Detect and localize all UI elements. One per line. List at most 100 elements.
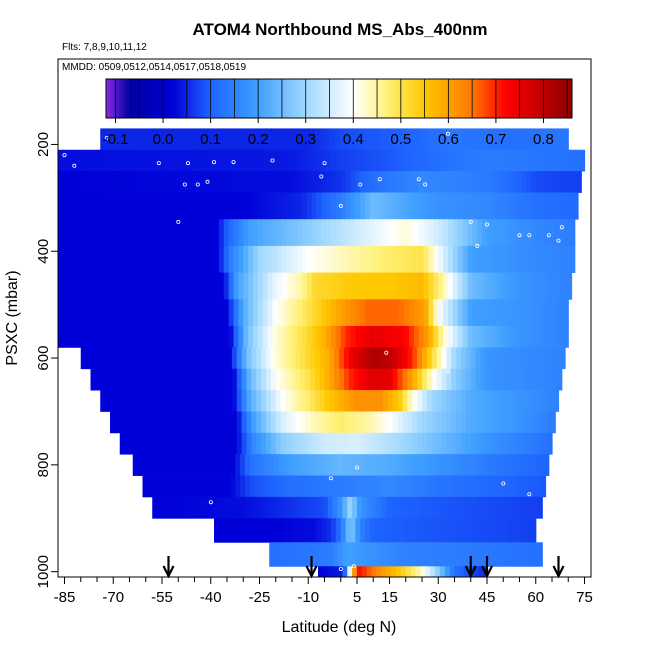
color-scale-swatch: [219, 79, 223, 118]
heatmap-cell: [158, 368, 165, 391]
heatmap-cell: [311, 326, 317, 348]
sample-point: [377, 177, 382, 182]
heatmap-cell: [204, 272, 210, 300]
heatmap-cell: [238, 219, 244, 247]
color-scale-swatch: [445, 79, 449, 118]
heatmap-cell: [72, 299, 79, 327]
heatmap-cell: [555, 245, 561, 274]
heatmap-cell: [155, 171, 161, 193]
sample-point: [72, 163, 77, 168]
heatmap-cell: [550, 149, 556, 172]
heatmap-cell: [212, 432, 218, 455]
heatmap-cell: [165, 219, 171, 247]
heatmap-cell: [418, 171, 425, 193]
heatmap-cell: [155, 272, 161, 300]
color-scale-swatch: [383, 79, 387, 118]
heatmap-cell: [189, 245, 196, 274]
heatmap-cell: [345, 192, 352, 220]
heatmap-cell: [402, 390, 408, 412]
heatmap-cell: [373, 368, 379, 391]
heatmap-cell: [238, 299, 244, 327]
heatmap-cell: [396, 566, 402, 578]
heatmap-cell: [218, 518, 225, 543]
heatmap-cell: [72, 245, 79, 274]
heatmap-cell: [524, 432, 530, 455]
heatmap-cell: [529, 432, 535, 455]
heatmap-cell: [405, 496, 412, 519]
heatmap-cell: [461, 390, 467, 412]
heatmap-cell: [501, 245, 508, 274]
heatmap-cell: [58, 149, 64, 172]
heatmap-cell: [496, 219, 503, 247]
heatmap-cell: [131, 192, 137, 220]
heatmap-cell: [407, 368, 413, 391]
heatmap-cell: [80, 347, 87, 370]
heatmap-cell: [511, 326, 517, 348]
dates-note: MMDD: 0509,0512,0514,0517,0518,0519: [62, 62, 246, 73]
heatmap-cell: [287, 299, 293, 327]
heatmap-cell: [483, 454, 490, 476]
heatmap-cell: [430, 454, 436, 476]
heatmap-cell: [58, 192, 64, 220]
heatmap-cell: [267, 326, 274, 348]
color-scale-swatch: [126, 79, 130, 118]
x-tick-label: -55: [151, 589, 173, 606]
heatmap-cell: [153, 128, 160, 151]
heatmap-cell: [433, 326, 439, 348]
x-tick-label: -10: [297, 589, 319, 606]
heatmap-cell: [110, 128, 116, 151]
heatmap-cell: [305, 347, 311, 370]
heatmap-cell: [516, 171, 522, 193]
heatmap-cell: [425, 475, 431, 498]
heatmap-cell: [483, 475, 490, 498]
heatmap-cell: [222, 128, 228, 151]
heatmap-cell: [100, 390, 106, 412]
heatmap-cell: [175, 326, 181, 348]
heatmap-cell: [543, 128, 550, 151]
heatmap-cell: [324, 347, 330, 370]
color-scale-swatch: [362, 79, 366, 118]
heatmap-cell: [145, 171, 152, 193]
heatmap-cell: [87, 171, 93, 193]
heatmap-cell: [495, 128, 501, 151]
heatmap-cell: [519, 368, 525, 391]
heatmap-cell: [313, 542, 319, 567]
heatmap-cell: [387, 432, 394, 455]
heatmap-cell: [363, 128, 369, 151]
heatmap-cell: [58, 245, 64, 274]
heatmap-cell: [352, 454, 358, 476]
heatmap-cell: [188, 368, 194, 391]
heatmap-cell: [501, 299, 508, 327]
heatmap-cell: [348, 432, 355, 455]
heatmap-cell: [209, 149, 215, 172]
sample-point: [338, 567, 343, 572]
heatmap-cell: [300, 432, 306, 455]
heatmap-cell: [513, 542, 519, 567]
heatmap-cell: [142, 475, 148, 498]
heatmap-cell: [374, 326, 381, 348]
color-scale-swatch: [339, 79, 343, 118]
heatmap-cell: [313, 475, 319, 498]
heatmap-cell: [214, 149, 220, 172]
heatmap-cell: [332, 475, 339, 498]
heatmap-cell: [139, 432, 145, 455]
heatmap-cell: [389, 171, 395, 193]
color-scale-swatch: [147, 79, 151, 118]
heatmap-cell: [270, 347, 277, 370]
heatmap-cell: [332, 454, 339, 476]
heatmap-cell: [225, 496, 231, 519]
heatmap-cell: [501, 326, 508, 348]
heatmap-cell: [530, 518, 537, 543]
color-scale-swatch: [320, 79, 324, 118]
flight-arrow-head: [552, 565, 565, 579]
heatmap-cell: [295, 432, 301, 455]
heatmap-cell: [472, 192, 478, 220]
heatmap-cell: [256, 411, 262, 434]
heatmap-cell: [444, 496, 451, 519]
heatmap-cell: [495, 368, 501, 391]
heatmap-cell: [384, 171, 391, 193]
heatmap-cell: [516, 149, 522, 172]
heatmap-cell: [386, 496, 392, 519]
heatmap-cell: [301, 326, 308, 348]
